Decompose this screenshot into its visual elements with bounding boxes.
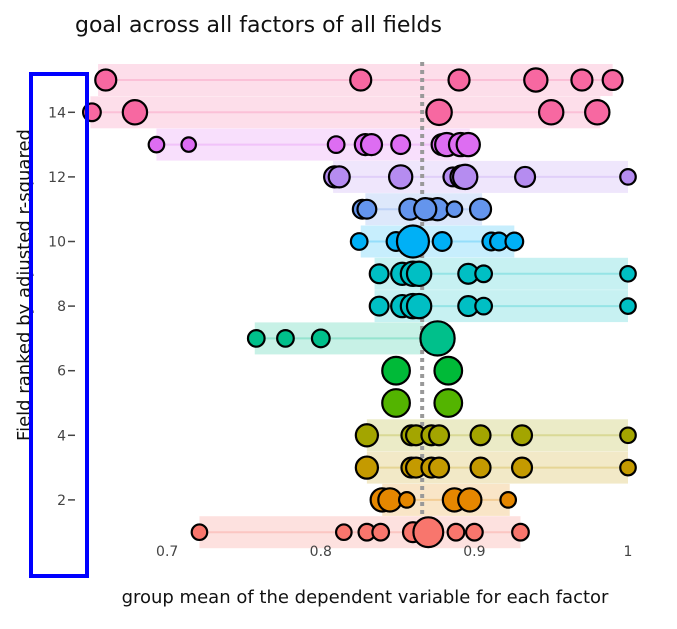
y-tick-label: 6 [57,364,66,380]
data-point[interactable] [190,523,209,542]
data-point[interactable] [327,165,351,189]
data-point[interactable] [619,458,637,477]
data-point[interactable] [433,355,464,386]
data-point[interactable] [451,163,479,191]
data-point[interactable] [464,522,484,542]
data-point[interactable] [397,491,416,509]
data-point[interactable] [474,296,494,316]
data-point[interactable] [121,99,149,126]
data-point[interactable] [405,292,433,320]
data-point[interactable] [601,68,624,92]
data-point[interactable] [368,295,390,317]
data-point[interactable] [412,516,445,549]
data-point[interactable] [619,297,637,315]
data-point[interactable] [395,224,431,259]
data-point[interactable] [354,423,380,448]
data-point[interactable] [425,98,453,127]
chart-title: goal across all factors of all fields [75,13,442,38]
data-point[interactable] [413,197,438,222]
data-point[interactable] [349,232,369,251]
x-tick-label: 0.8 [310,544,332,560]
data-point[interactable] [405,260,433,288]
data-point[interactable] [619,168,637,186]
data-point[interactable] [326,135,346,155]
data-point[interactable] [510,424,534,447]
data-point[interactable] [447,68,471,92]
data-point[interactable] [570,68,594,92]
data-point[interactable] [469,456,492,479]
y-tick-label: 14 [48,105,66,121]
data-point[interactable] [619,264,637,283]
data-point[interactable] [469,424,492,447]
data-point[interactable] [457,487,483,513]
data-point[interactable] [514,165,537,188]
data-point[interactable] [354,455,380,480]
field-band [156,128,470,161]
data-point[interactable] [431,231,453,253]
data-point[interactable] [381,388,411,418]
data-point[interactable] [584,99,611,126]
field-band [333,160,628,193]
data-point[interactable] [368,263,390,285]
data-point[interactable] [446,522,466,542]
data-point[interactable] [523,67,549,93]
data-point[interactable] [94,68,118,92]
x-axis-label: group mean of the dependent variable for… [122,587,609,608]
y-tick-label: 8 [57,299,66,315]
data-point[interactable] [359,133,384,157]
data-point[interactable] [433,388,464,418]
x-tick-label: 1 [624,544,633,560]
data-point[interactable] [510,456,534,479]
data-point[interactable] [499,491,518,509]
data-point[interactable] [428,456,451,479]
data-point[interactable] [504,231,525,252]
x-tick-label: 0.9 [463,544,485,560]
data-point[interactable] [468,197,493,221]
y-tick-label: 10 [48,235,66,251]
data-point[interactable] [428,424,451,447]
data-points [81,67,637,549]
field-band [90,96,601,129]
data-point[interactable] [419,320,456,357]
y-tick-label: 12 [48,170,66,186]
data-point[interactable] [246,329,266,348]
y-axis-ticks: 2 4 6 8 10 12 14 [48,105,75,509]
data-point[interactable] [180,136,197,153]
data-point[interactable] [619,426,637,445]
data-point[interactable] [381,355,411,386]
data-point[interactable] [537,99,565,126]
data-point[interactable] [445,200,464,219]
y-tick-label: 2 [57,493,66,509]
data-point[interactable] [474,264,494,284]
x-tick-label: 0.7 [156,544,178,560]
x-axis-ticks: 0.7 0.8 0.9 1 [156,544,632,560]
data-point[interactable] [387,164,414,190]
data-point[interactable] [511,522,530,542]
data-point[interactable] [349,68,373,92]
data-point[interactable] [334,523,353,542]
data-point[interactable] [371,522,391,542]
data-point[interactable] [310,328,331,349]
data-point[interactable] [356,198,378,220]
y-tick-label: 4 [57,428,66,444]
data-point[interactable] [390,134,412,156]
data-point[interactable] [147,135,166,154]
data-point[interactable] [455,131,481,158]
y-axis-highlight-box [29,72,89,578]
data-point[interactable] [276,329,295,348]
